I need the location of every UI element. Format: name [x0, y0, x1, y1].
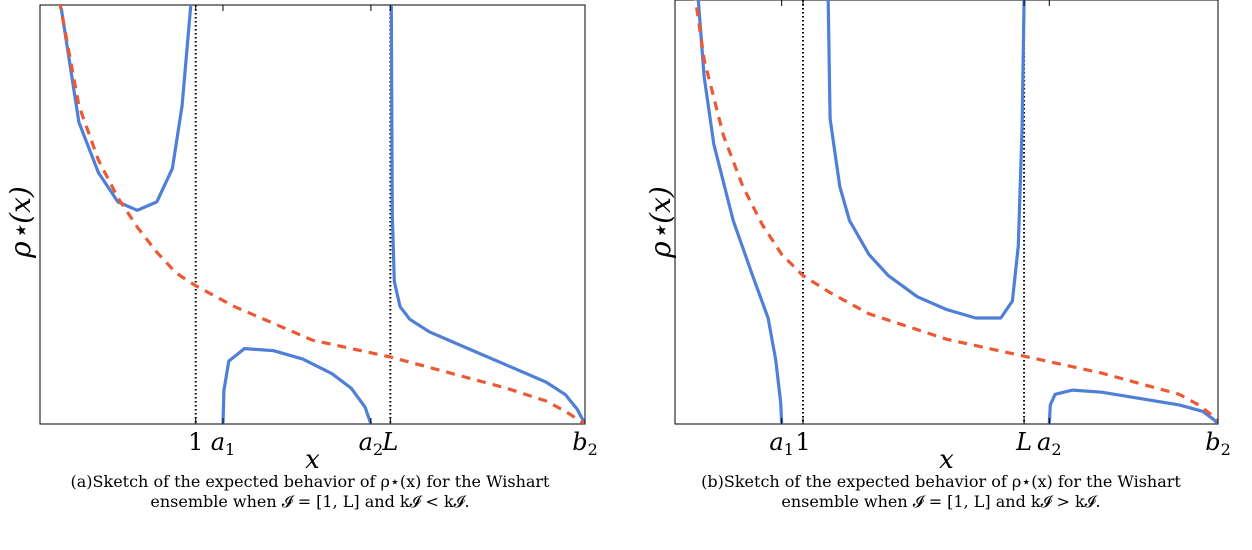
x-tick-label-3: a2 [1037, 428, 1062, 459]
x-tick-label-4: b2 [572, 428, 598, 459]
x-tick-label-1: a1 [211, 428, 236, 459]
caption-a-line2: ensemble when 𝓘 = [1, L] and k𝓘 < k𝓘. [150, 492, 470, 511]
x-tick-label-2: a2 [359, 428, 384, 459]
series-group [693, 0, 1218, 424]
solid-curve-0 [59, 5, 193, 212]
caption-b-label: (b) [701, 472, 724, 491]
x-tick-label-main: 1 [188, 428, 203, 456]
x-tick-label-sub: 1 [784, 440, 794, 459]
y-axis-label: ρ⋆(x) [4, 186, 37, 259]
solid-curve-1 [826, 0, 1026, 320]
x-tick-label-0: 1 [188, 428, 203, 456]
caption-b: (b)Sketch of the expected behavior of ρ⋆… [630, 472, 1252, 512]
x-tick-label-sub: 2 [588, 440, 598, 459]
x-tick-label-main: L [381, 428, 398, 456]
x-tick-label-main: a [211, 428, 225, 456]
caption-b-line2: ensemble when 𝓘 = [1, L] and k𝓘 > k𝓘. [781, 492, 1101, 511]
x-axis-label: x [939, 445, 954, 475]
x-tick-label-main: a [359, 428, 373, 456]
x-tick-label-main: 1 [795, 428, 810, 456]
caption-a: (a)Sketch of the expected behavior of ρ⋆… [0, 472, 620, 512]
x-tick-label-0: a1 [769, 428, 794, 459]
dashed-curve-3 [693, 0, 1218, 422]
caption-a-label: (a) [70, 472, 93, 491]
x-tick-label-1: 1 [795, 428, 810, 456]
axes-frame [674, 0, 1219, 425]
caption-b-line1: Sketch of the expected behavior of ρ⋆(x)… [723, 472, 1181, 491]
x-tick-label-sub: 1 [225, 440, 235, 459]
x-tick-label-main: b [1205, 428, 1220, 456]
x-tick-label-main: b [572, 428, 587, 456]
axes-frame [39, 4, 586, 425]
x-tick-label-main: a [769, 428, 783, 456]
solid-curve-1 [221, 347, 373, 424]
caption-a-line1: Sketch of the expected behavior of ρ⋆(x)… [92, 472, 550, 491]
solid-curve-2 [1047, 388, 1218, 424]
x-tick-label-2: L [1015, 428, 1032, 456]
solid-curve-0 [696, 0, 784, 424]
x-tick-label-main: L [1015, 428, 1032, 456]
x-tick-label-sub: 2 [1221, 440, 1231, 459]
dashed-curve-3 [58, 5, 585, 424]
x-tick-label-4: b2 [1205, 428, 1231, 459]
x-tick-label-sub: 2 [373, 440, 383, 459]
x-tick-label-sub: 2 [1051, 440, 1061, 459]
solid-curve-2 [389, 5, 585, 424]
series-group [58, 5, 585, 424]
y-axis-label: ρ⋆(x) [644, 186, 677, 259]
x-tick-label-3: L [381, 428, 398, 456]
x-axis-label: x [305, 445, 320, 475]
x-tick-label-main: a [1037, 428, 1051, 456]
